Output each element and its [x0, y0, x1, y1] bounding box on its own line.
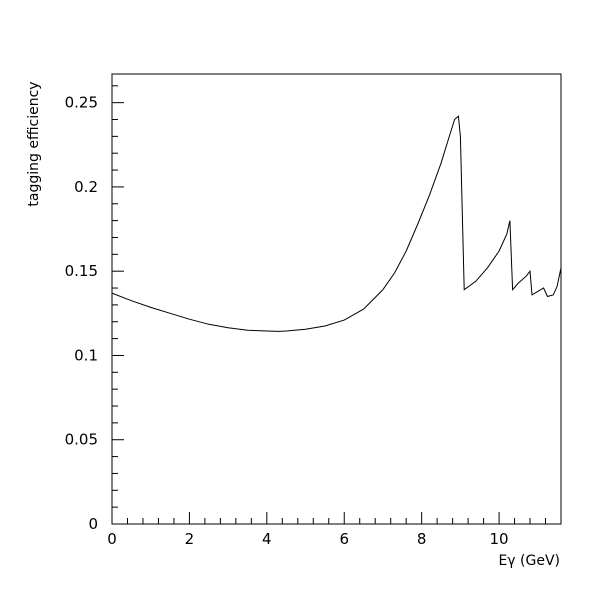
x-tick-label: 8 [417, 530, 427, 548]
x-axis-ticks [111, 512, 562, 524]
y-tick-label: 0.25 [65, 94, 98, 112]
x-tick-label: 6 [339, 530, 349, 548]
plot-frame [111, 73, 562, 525]
x-tick-label: 10 [490, 530, 509, 548]
x-axis-tick-labels: 0 2 4 6 8 10 [107, 530, 508, 548]
x-tick-label: 4 [262, 530, 272, 548]
y-tick-label: 0 [88, 515, 98, 533]
efficiency-series-line [111, 115, 562, 332]
y-axis-tick-labels: 0 0.05 0.1 0.15 0.2 0.25 [65, 94, 98, 533]
x-tick-label: 0 [107, 530, 117, 548]
x-tick-label: 2 [185, 530, 195, 548]
y-axis-label: tagging efficiency [26, 81, 42, 206]
y-tick-label: 0.05 [65, 431, 98, 449]
y-tick-label: 0.15 [65, 262, 98, 280]
y-tick-label: 0.2 [74, 178, 98, 196]
y-axis-ticks [112, 85, 124, 525]
y-tick-label: 0.1 [74, 346, 98, 364]
x-axis-label: Eγ (GeV) [498, 553, 560, 569]
